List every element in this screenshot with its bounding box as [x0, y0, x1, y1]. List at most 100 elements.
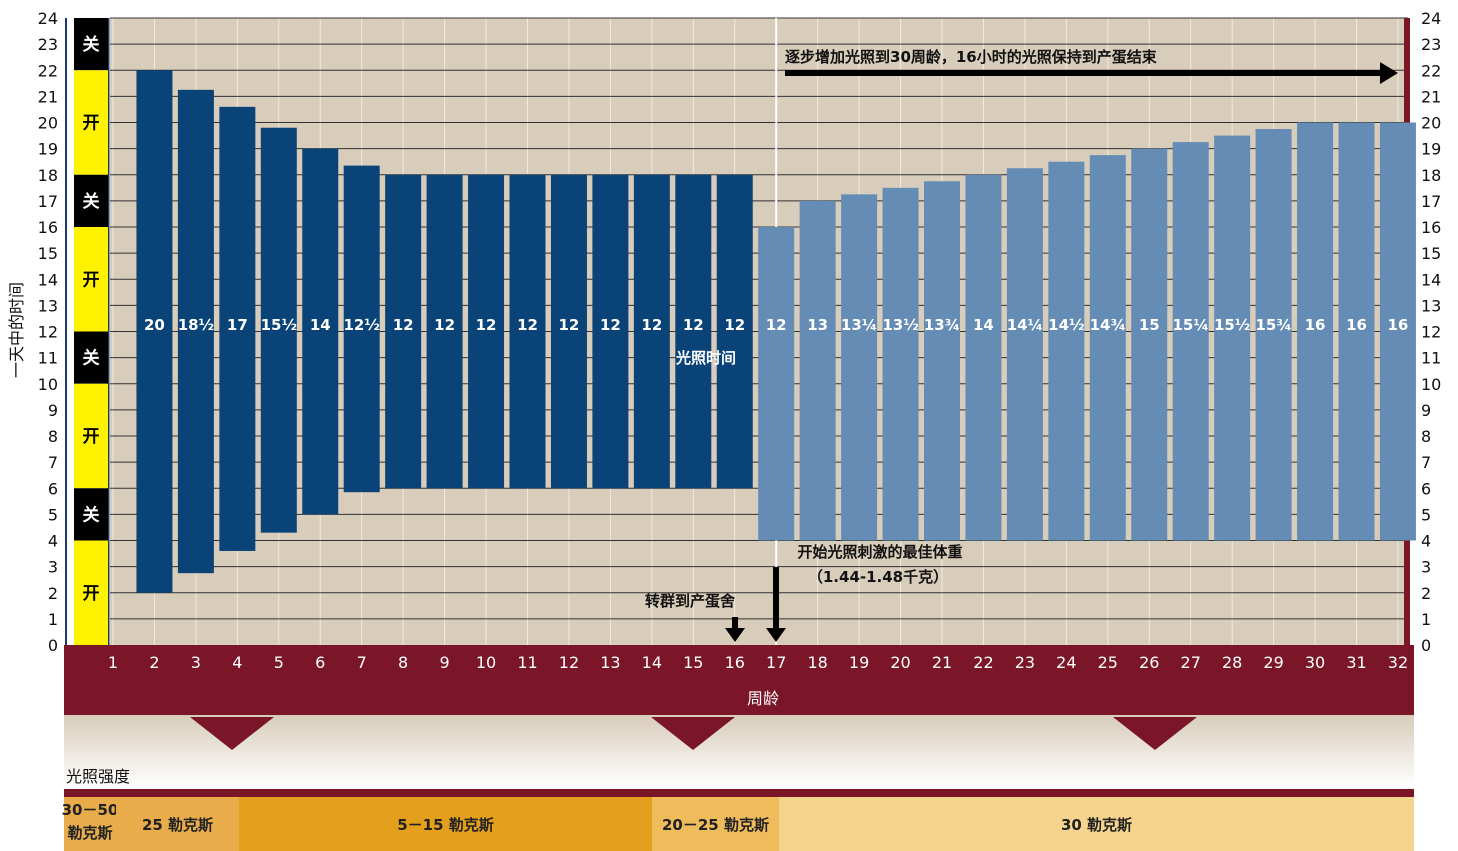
- bar-value-label: 12: [641, 316, 662, 334]
- x-tick: 16: [725, 653, 745, 672]
- x-tick: 29: [1263, 653, 1283, 672]
- arrow-down-1: [190, 717, 274, 750]
- transfer-arrow-head: [725, 628, 745, 642]
- intensity-band: [652, 797, 779, 851]
- bar-value-label: 15: [1139, 316, 1160, 334]
- y-tick-left: 10: [38, 375, 58, 394]
- bar-value-label: 16: [1305, 316, 1326, 334]
- bar: [426, 174, 463, 489]
- bar-value-label: 16: [1346, 316, 1367, 334]
- onoff-segment-off: [74, 331, 108, 384]
- y-tick-left: 7: [48, 453, 58, 472]
- bar-value-label: 13¼: [841, 316, 877, 334]
- onoff-label: 关: [83, 504, 100, 525]
- transfer-label: 转群到产蛋舍: [645, 592, 736, 610]
- bar: [1172, 142, 1209, 541]
- y-tick-right: 19: [1421, 140, 1441, 159]
- y-tick-right: 10: [1421, 375, 1441, 394]
- y-tick-right: 24: [1421, 9, 1441, 28]
- bar: [1048, 161, 1085, 541]
- x-tick: 21: [932, 653, 952, 672]
- onoff-segment-off: [74, 174, 108, 227]
- intensity-band: [116, 797, 239, 851]
- y-tick-right: 20: [1421, 114, 1441, 133]
- intensity-band-label: 5－15 勒克斯: [397, 816, 494, 834]
- bar: [302, 148, 339, 515]
- left-margin: [64, 18, 74, 645]
- x-tick: 14: [642, 653, 662, 672]
- x-tick: 24: [1056, 653, 1076, 672]
- bar: [260, 127, 297, 533]
- bar: [177, 89, 214, 574]
- y-tick-right: 12: [1421, 323, 1441, 342]
- x-tick: 28: [1222, 653, 1242, 672]
- y-tick-left: 19: [38, 140, 58, 159]
- x-tick: 1: [108, 653, 118, 672]
- x-tick: 27: [1181, 653, 1201, 672]
- bar-value-label: 14¼: [1007, 316, 1043, 334]
- y-tick-left: 6: [48, 479, 58, 498]
- y-tick-right: 18: [1421, 166, 1441, 185]
- bar-value-label: 12: [766, 316, 787, 334]
- x-tick: 12: [559, 653, 579, 672]
- onoff-label: 开: [83, 427, 100, 447]
- y-tick-right: 4: [1421, 532, 1431, 551]
- y-tick-right: 8: [1421, 427, 1431, 446]
- x-tick: 7: [357, 653, 367, 672]
- bar: [716, 174, 753, 489]
- bar: [343, 165, 380, 493]
- bar-value-label: 15½: [261, 316, 297, 334]
- y-tick-right: 22: [1421, 61, 1441, 80]
- onoff-label: 关: [83, 348, 100, 369]
- arrow-down-2: [651, 717, 735, 750]
- y-tick-left: 16: [38, 218, 58, 237]
- arrow-down-3: [1113, 717, 1197, 750]
- y-tick-right: 21: [1421, 87, 1441, 106]
- bar: [385, 174, 422, 489]
- bar-value-label: 20: [144, 316, 165, 334]
- bar-value-label: 12: [476, 316, 497, 334]
- intensity-band: [779, 797, 1414, 851]
- x-tick: 3: [191, 653, 201, 672]
- best-weight-line2: （1.44-1.48千克）: [808, 568, 948, 586]
- bar: [468, 174, 505, 489]
- increase-arrow-head: [1380, 62, 1398, 84]
- bar-value-label: 15¾: [1255, 316, 1291, 334]
- x-tick: 23: [1015, 653, 1035, 672]
- onoff-segment-off: [74, 18, 108, 71]
- x-tick: 17: [766, 653, 786, 672]
- x-tick: 10: [476, 653, 496, 672]
- onoff-segment-on: [74, 540, 108, 645]
- bar-value-label: 13¾: [924, 316, 960, 334]
- bar: [1214, 135, 1251, 541]
- y-tick-left: 14: [38, 270, 58, 289]
- x-tick: 13: [600, 653, 620, 672]
- bar-value-label: 12: [600, 316, 621, 334]
- y-tick-left: 21: [38, 87, 58, 106]
- intensity-band-label: 25 勒克斯: [142, 816, 213, 834]
- bar: [1006, 168, 1043, 541]
- onoff-segment-on: [74, 227, 108, 332]
- bar-value-label: 12: [683, 316, 704, 334]
- best-weight-arrow-head: [766, 628, 786, 642]
- bar: [1297, 122, 1334, 541]
- y-tick-right: 6: [1421, 479, 1431, 498]
- y-axis-label: 一天中的时间: [7, 282, 26, 378]
- y-tick-left: 22: [38, 61, 58, 80]
- x-tick: 30: [1305, 653, 1325, 672]
- y-tick-right: 11: [1421, 349, 1441, 368]
- increase-note: 逐步增加光照到30周龄，16小时的光照保持到产蛋结束: [785, 48, 1158, 66]
- bar-value-label: 13½: [882, 316, 918, 334]
- bar-value-label: 13: [807, 316, 828, 334]
- y-tick-left: 2: [48, 584, 58, 603]
- bar-value-label: 12: [393, 316, 414, 334]
- y-tick-left: 12: [38, 323, 58, 342]
- intensity-title: 光照强度: [66, 767, 130, 786]
- y-tick-left: 23: [38, 35, 58, 54]
- bar-value-label: 12: [517, 316, 538, 334]
- x-tick: 4: [232, 653, 242, 672]
- x-tick: 19: [849, 653, 869, 672]
- bar: [882, 187, 919, 541]
